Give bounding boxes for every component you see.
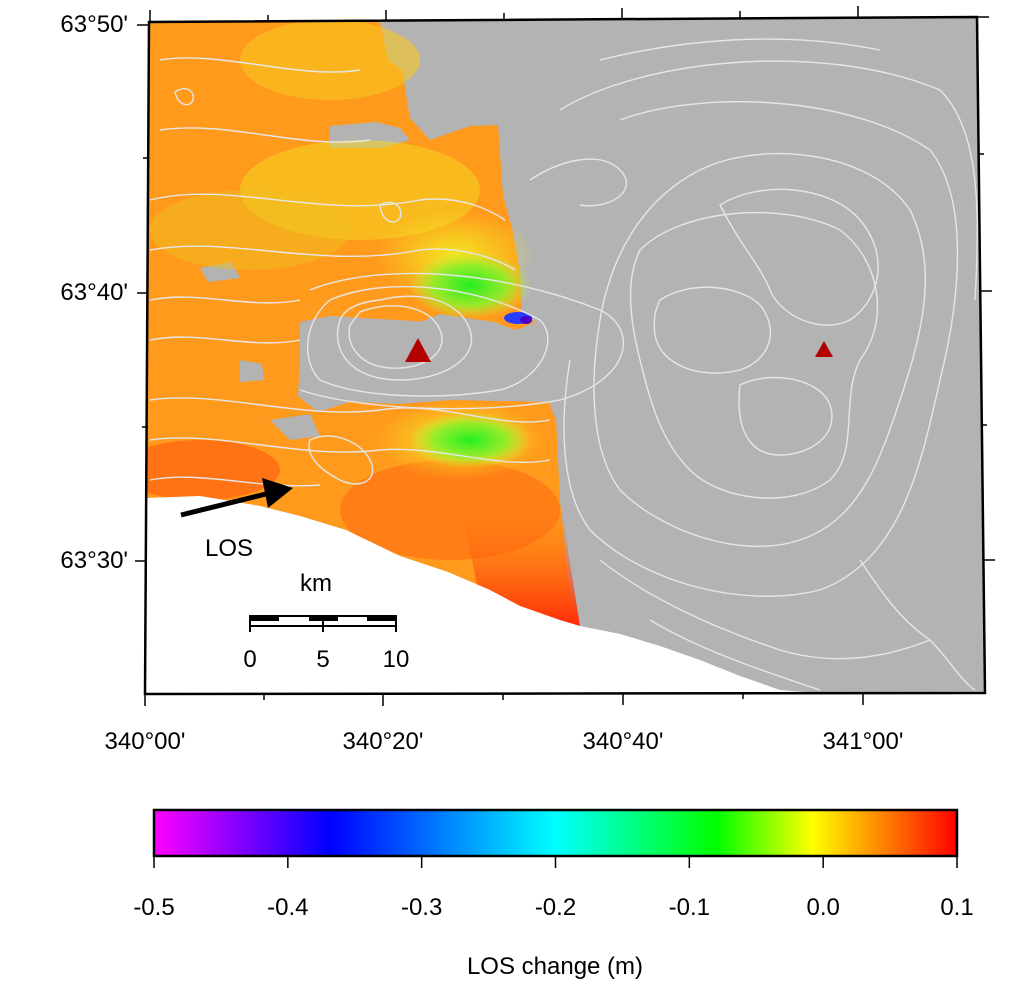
map-area [145, 17, 985, 694]
sea-area [145, 496, 985, 694]
colorbar [152, 808, 959, 868]
lon-label-341-00: 341°00' [822, 728, 904, 755]
volcano-marker-large [405, 338, 431, 362]
scale-bar-tick-10: 10 [382, 646, 410, 673]
scale-bar [249, 615, 397, 632]
frame-ticks [135, 6, 995, 706]
scale-bar-tick-0: 0 [243, 646, 257, 673]
colorbar-tick-label: 0.0 [806, 894, 840, 921]
colorbar-ticks [153, 856, 958, 868]
scale-bar-unit: km [300, 570, 332, 597]
colorbar-tick-label: -0.1 [668, 894, 710, 921]
lon-label-340-00: 340°00' [104, 728, 186, 755]
colorbar-tick-label: -0.3 [400, 894, 443, 921]
los-arrow-label: LOS [205, 535, 254, 562]
volcano-marker-small [815, 341, 833, 357]
colorbar-title: LOS change (m) [466, 953, 644, 980]
lat-label-63-40: 63°40' [60, 279, 128, 306]
contour-lines [149, 38, 978, 691]
colorbar-tick-label: 0.1 [940, 894, 974, 921]
scale-bar-tick-5: 5 [316, 646, 330, 673]
colorbar-tick-label: -0.5 [133, 894, 175, 921]
lat-label-63-50: 63°50' [60, 11, 128, 38]
colorbar-tick-label: -0.2 [534, 894, 577, 921]
lon-label-340-20: 340°20' [342, 728, 424, 755]
colorbar-gradient [152, 808, 959, 858]
map-frame [143, 15, 987, 696]
colorbar-tick-label: -0.4 [267, 894, 309, 921]
los-arrow [180, 478, 293, 518]
lon-label-340-40: 340°40' [582, 728, 664, 755]
lat-label-63-30: 63°30' [60, 547, 128, 574]
